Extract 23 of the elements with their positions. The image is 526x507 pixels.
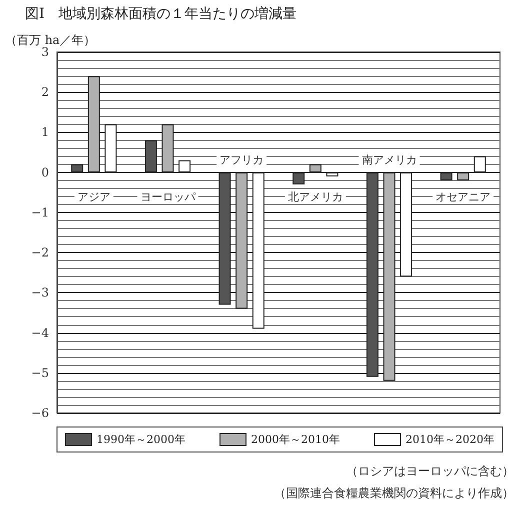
- y-tick-label: 1: [41, 125, 49, 140]
- x-tick-label: オセアニア: [436, 190, 491, 204]
- x-tick-label: 北アメリカ: [288, 190, 343, 204]
- y-tick-label: 0: [41, 165, 49, 180]
- text: （国際連合食糧農業機関の資料により作成）: [274, 486, 514, 500]
- y-tick-label: 3: [41, 45, 49, 59]
- chart-title: 図Ⅰ 地域別森林面積の１年当たりの増減量: [25, 5, 297, 22]
- y-tick-label: −2: [31, 246, 49, 260]
- x-tick-label: ヨーロッパ: [140, 190, 196, 204]
- y-tick-label: −4: [31, 326, 50, 340]
- y-tick-label: −6: [31, 406, 49, 420]
- y-tick-label: −1: [31, 205, 49, 220]
- legend-label: 2000年～2010年: [250, 433, 340, 446]
- text: （ロシアはヨーロッパに含む）: [346, 464, 514, 478]
- y-tick-label: 2: [41, 85, 49, 100]
- x-tick-label: アフリカ: [220, 153, 264, 166]
- y-tick-label: −3: [31, 286, 49, 300]
- legend-label: 1990年～2000年: [96, 433, 186, 446]
- x-tick-label: アジア: [77, 190, 110, 204]
- y-tick-label: −5: [31, 366, 49, 380]
- x-tick-label: 南アメリカ: [362, 153, 417, 166]
- y-axis-title: （百万 ha／年）: [5, 33, 96, 47]
- legend-label: 2010年～2020年: [405, 433, 494, 446]
